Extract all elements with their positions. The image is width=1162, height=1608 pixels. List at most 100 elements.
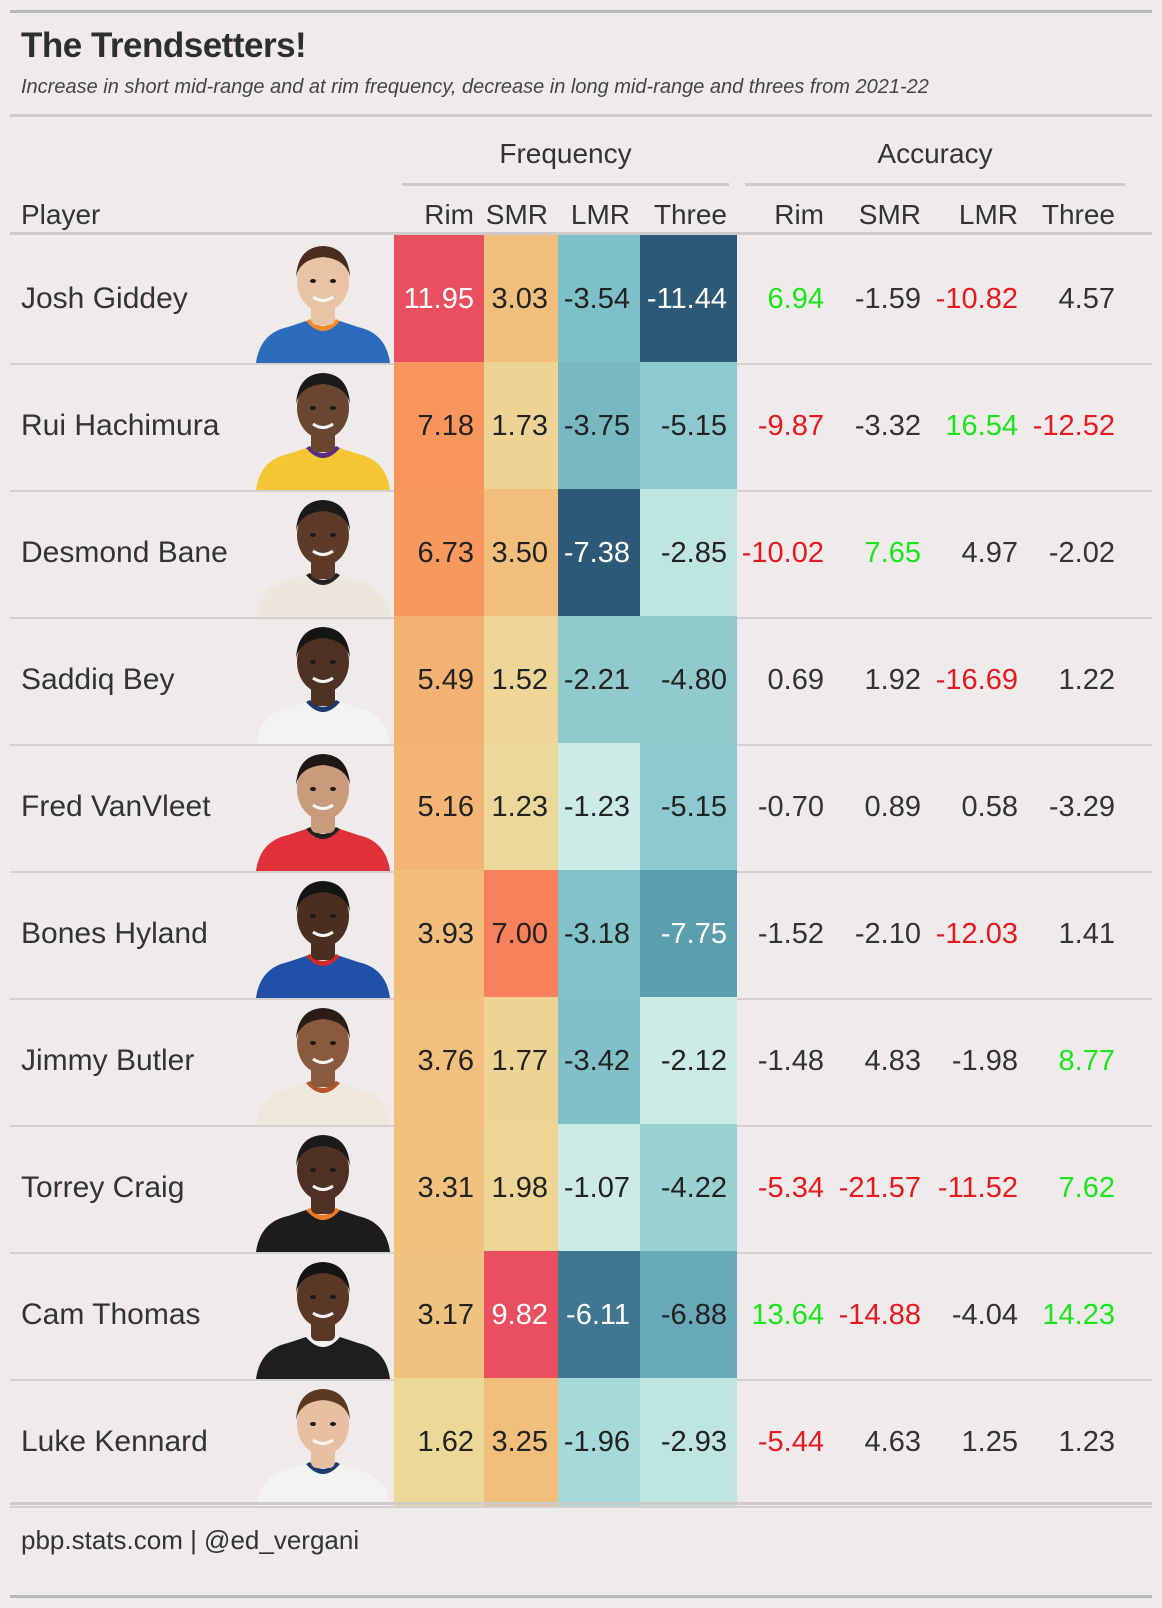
accuracy-cell-smr: -3.32 xyxy=(854,410,921,442)
frequency-cell-three: -5.15 xyxy=(640,743,737,871)
frequency-cell-lmr: -3.54 xyxy=(558,235,640,363)
frequency-cell-lmr: -7.38 xyxy=(558,489,640,617)
frequency-cell-rim: 3.31 xyxy=(394,1124,484,1252)
accuracy-cell-lmr: -1.98 xyxy=(951,1045,1018,1077)
accuracy-spanner-line xyxy=(745,183,1125,186)
column-header-player: Player xyxy=(21,199,101,230)
accuracy-cell-lmr: 4.97 xyxy=(961,537,1018,569)
accuracy-cell-rim: -10.02 xyxy=(741,537,824,569)
accuracy-cell-smr: -2.10 xyxy=(854,918,921,950)
frequency-cell-smr: 3.50 xyxy=(484,489,558,617)
player-headshot xyxy=(248,1253,398,1379)
frequency-cell-smr: 1.77 xyxy=(484,997,558,1125)
accuracy-cell-lmr: 0.58 xyxy=(961,791,1018,823)
player-headshot xyxy=(248,1380,398,1506)
column-header-accuracy-rim: Rim xyxy=(774,199,824,230)
accuracy-cell-lmr: -11.52 xyxy=(937,1172,1018,1204)
table-row: Desmond Bane 6.73 3.50 -7.38 -2.85 -10.02 7.65… xyxy=(10,489,1152,619)
frequency-cell-smr: 7.00 xyxy=(484,870,558,998)
accuracy-cell-three: -3.29 xyxy=(1048,791,1115,823)
frequency-cell-lmr: -3.42 xyxy=(558,997,640,1125)
frequency-cell-three: -6.88 xyxy=(640,1251,737,1379)
table-row: Josh Giddey 11.95 3.03 -3.54 -11.44 6.94 -1.59… xyxy=(10,235,1152,365)
player-headshot xyxy=(248,1126,398,1252)
accuracy-cell-three: 4.57 xyxy=(1058,283,1115,315)
frequency-cell-rim: 11.95 xyxy=(394,235,484,363)
frequency-cell-lmr: -1.23 xyxy=(558,743,640,871)
accuracy-cell-lmr: -12.03 xyxy=(935,918,1018,950)
table-row: Bones Hyland 3.93 7.00 -3.18 -7.75 -1.52 -2.10… xyxy=(10,870,1152,1000)
frequency-cell-rim: 3.76 xyxy=(394,997,484,1125)
accuracy-cell-rim: -5.44 xyxy=(757,1426,824,1458)
player-headshot xyxy=(248,872,398,998)
accuracy-cell-smr: -14.88 xyxy=(838,1299,921,1331)
frequency-cell-rim: 3.93 xyxy=(394,870,484,998)
bottom-rule xyxy=(10,1595,1152,1598)
frequency-spanner: Frequency xyxy=(402,126,729,186)
table-row: Fred VanVleet 5.16 1.23 -1.23 -5.15 -0.70 0.89… xyxy=(10,743,1152,873)
frequency-cell-three: -4.22 xyxy=(640,1124,737,1252)
accuracy-cell-rim: -1.52 xyxy=(757,918,824,950)
accuracy-cell-lmr: -16.69 xyxy=(935,664,1018,696)
table-row: Saddiq Bey 5.49 1.52 -2.21 -4.80 0.69 1.92 -16.… xyxy=(10,616,1152,746)
player-name: Saddiq Bey xyxy=(21,663,175,696)
frequency-cell-three: -2.12 xyxy=(640,997,737,1125)
frequency-cell-rim: 7.18 xyxy=(394,362,484,490)
frequency-cell-three: -4.80 xyxy=(640,616,737,744)
frequency-cell-three: -5.15 xyxy=(640,362,737,490)
frequency-cell-smr: 1.98 xyxy=(484,1124,558,1252)
accuracy-cell-smr: 0.89 xyxy=(864,791,921,823)
player-headshot xyxy=(248,618,398,744)
accuracy-cell-lmr: -10.82 xyxy=(935,283,1018,315)
frequency-cell-rim: 3.17 xyxy=(394,1251,484,1379)
player-name: Luke Kennard xyxy=(21,1425,208,1458)
column-header-accuracy-smr: SMR xyxy=(858,199,921,230)
accuracy-cell-rim: 13.64 xyxy=(751,1299,824,1331)
table-row: Rui Hachimura 7.18 1.73 -3.75 -5.15 -9.87 -3.3… xyxy=(10,362,1152,492)
accuracy-cell-rim: 6.94 xyxy=(767,283,824,315)
accuracy-cell-rim: -0.70 xyxy=(757,791,824,823)
accuracy-cell-lmr: 1.25 xyxy=(961,1426,1018,1458)
accuracy-cell-rim: -1.48 xyxy=(757,1045,824,1077)
frequency-cell-smr: 9.82 xyxy=(484,1251,558,1379)
accuracy-cell-three: 7.62 xyxy=(1058,1172,1115,1204)
accuracy-cell-rim: 0.69 xyxy=(767,664,824,696)
player-name: Fred VanVleet xyxy=(21,790,211,823)
column-header-rule xyxy=(10,232,1152,235)
accuracy-cell-three: 1.41 xyxy=(1058,918,1115,950)
table-row: Jimmy Butler 3.76 1.77 -3.42 -2.12 -1.48 4.83-… xyxy=(10,997,1152,1127)
accuracy-cell-rim: -5.34 xyxy=(757,1172,824,1204)
player-headshot xyxy=(248,745,398,871)
accuracy-cell-smr: -21.57 xyxy=(838,1172,921,1204)
player-name: Torrey Craig xyxy=(21,1171,185,1204)
accuracy-cell-three: -12.52 xyxy=(1032,410,1115,442)
frequency-cell-smr: 3.25 xyxy=(484,1378,558,1506)
column-header-frequency-rim: Rim xyxy=(424,199,474,230)
accuracy-cell-three: 14.23 xyxy=(1042,1299,1115,1331)
player-name: Rui Hachimura xyxy=(21,409,220,442)
accuracy-cell-rim: -9.87 xyxy=(757,410,824,442)
accuracy-cell-smr: 7.65 xyxy=(864,537,921,569)
accuracy-cell-smr: -1.59 xyxy=(854,283,921,315)
frequency-cell-lmr: -1.96 xyxy=(558,1378,640,1506)
table-row: Torrey Craig 3.31 1.98 -1.07 -4.22 -5.34 -21.5… xyxy=(10,1124,1152,1254)
accuracy-cell-three: 1.23 xyxy=(1058,1426,1115,1458)
chart-title: The Trendsetters! xyxy=(21,26,307,65)
column-header-accuracy-lmr: LMR xyxy=(958,199,1018,230)
player-name: Desmond Bane xyxy=(21,536,228,569)
frequency-cell-lmr: -6.11 xyxy=(558,1251,640,1379)
chart-subtitle: Increase in short mid-range and at rim f… xyxy=(21,76,929,98)
accuracy-cell-smr: 4.63 xyxy=(864,1426,921,1458)
frequency-cell-rim: 1.62 xyxy=(394,1378,484,1506)
frequency-cell-three: -11.44 xyxy=(640,235,737,363)
accuracy-spanner-label: Accuracy xyxy=(877,138,993,169)
player-headshot xyxy=(248,491,398,617)
source-caption: pbp.stats.com | @ed_vergani xyxy=(21,1525,360,1555)
accuracy-cell-three: 8.77 xyxy=(1058,1045,1115,1077)
player-name: Jimmy Butler xyxy=(21,1044,195,1077)
frequency-cell-lmr: -3.18 xyxy=(558,870,640,998)
player-name: Cam Thomas xyxy=(21,1298,201,1331)
accuracy-cell-lmr: 16.54 xyxy=(945,410,1018,442)
player-headshot xyxy=(248,999,398,1125)
player-name: Bones Hyland xyxy=(21,917,208,950)
